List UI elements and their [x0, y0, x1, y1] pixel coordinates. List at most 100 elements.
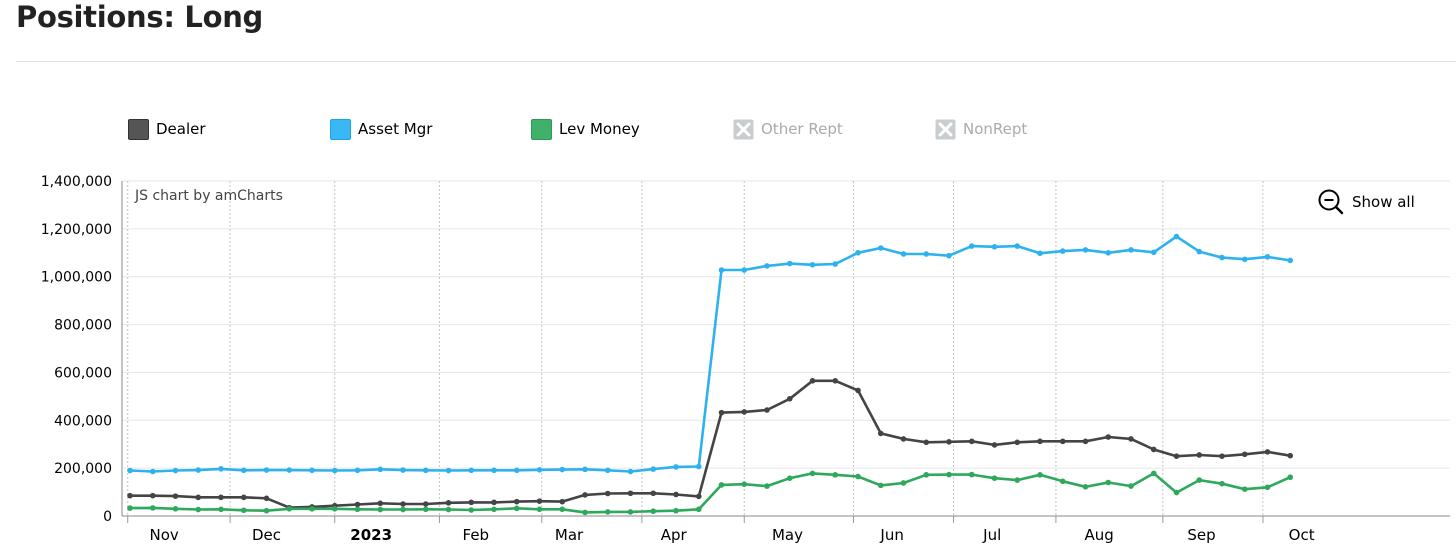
data-point-dealer [1264, 449, 1271, 455]
legend-item-asset-mgr[interactable]: Asset Mgr [330, 116, 432, 142]
data-point-asset-mgr [1173, 233, 1180, 240]
data-point-dealer [832, 378, 839, 384]
data-point-lev-money [195, 506, 202, 513]
data-point-asset-mgr [1059, 248, 1066, 254]
data-point-asset-mgr [400, 467, 406, 473]
data-point-dealer [354, 501, 361, 508]
data-point-dealer [855, 387, 861, 394]
data-point-asset-mgr [1105, 249, 1112, 256]
legend-swatch-dealer [128, 118, 149, 140]
y-tick-label: 200,000 [54, 461, 112, 477]
data-point-lev-money [855, 473, 861, 480]
data-point-lev-money [468, 507, 475, 513]
data-point-dealer [604, 490, 611, 497]
data-point-asset-mgr [149, 468, 156, 475]
data-point-asset-mgr [286, 467, 293, 473]
legend-label-dealer: Dealer [156, 120, 206, 138]
data-point-dealer [513, 498, 520, 505]
data-point-dealer [1196, 452, 1203, 458]
data-point-lev-money [1150, 470, 1157, 477]
data-point-dealer [559, 498, 566, 505]
data-point-dealer [673, 491, 679, 498]
data-point-lev-money [218, 506, 224, 513]
data-point-lev-money [1219, 480, 1225, 487]
legend-item-nonrept[interactable]: NonRept [935, 116, 1027, 142]
series-line-lev-money [129, 472, 1291, 514]
data-point-lev-money [536, 506, 543, 513]
data-point-asset-mgr [1150, 249, 1157, 256]
legend-swatch-lev-money [531, 118, 552, 140]
series-line-dealer [130, 379, 1291, 509]
data-point-asset-mgr [764, 263, 770, 269]
data-point-lev-money [673, 507, 679, 514]
data-point-dealer [263, 495, 270, 502]
data-point-asset-mgr [832, 261, 839, 267]
data-point-dealer [1105, 434, 1112, 440]
data-point-asset-mgr [468, 467, 475, 474]
legend-item-dealer[interactable]: Dealer [128, 116, 206, 142]
data-point-dealer [491, 499, 497, 506]
data-point-asset-mgr [377, 466, 384, 473]
data-point-lev-money [1241, 486, 1248, 493]
y-tick-label: 1,400,000 [41, 174, 112, 190]
y-tick-label: 400,000 [54, 413, 112, 429]
x-tick-label: Jun [879, 526, 903, 544]
data-point-lev-money [1128, 483, 1134, 489]
data-point-dealer [445, 500, 452, 506]
data-point-dealer [877, 430, 884, 437]
data-point-lev-money [968, 471, 975, 478]
data-point-lev-money [1173, 489, 1180, 496]
data-point-asset-mgr [1082, 247, 1089, 253]
data-point-dealer [946, 439, 952, 445]
data-point-asset-mgr [1128, 247, 1134, 253]
data-point-dealer [1173, 453, 1180, 459]
data-point-asset-mgr [946, 252, 952, 259]
data-point-lev-money [491, 506, 497, 513]
data-point-asset-mgr [309, 467, 315, 474]
data-point-lev-money [582, 509, 588, 516]
data-point-lev-money [445, 506, 452, 513]
data-point-dealer [923, 439, 930, 446]
data-point-dealer [195, 494, 202, 501]
data-point-asset-mgr [127, 467, 133, 474]
data-point-lev-money [1037, 472, 1043, 478]
data-point-asset-mgr [1014, 243, 1021, 249]
data-point-asset-mgr [240, 467, 247, 474]
data-point-asset-mgr [650, 466, 657, 472]
data-point-lev-money [900, 480, 907, 486]
data-point-lev-money [1196, 477, 1203, 483]
data-point-lev-money [263, 507, 270, 514]
data-point-lev-money [1082, 484, 1089, 490]
data-point-asset-mgr [172, 467, 179, 474]
data-point-dealer [127, 492, 133, 499]
data-point-asset-mgr [195, 467, 202, 473]
data-point-dealer [536, 498, 543, 504]
x-tick-label: Aug [1085, 526, 1114, 544]
data-point-dealer [1014, 439, 1021, 446]
data-point-lev-money [354, 506, 361, 513]
data-point-dealer [468, 499, 475, 506]
show-all-label: Show all [1352, 193, 1415, 211]
y-tick-label: 0 [103, 509, 112, 525]
data-point-asset-mgr [513, 467, 520, 474]
data-point-asset-mgr [673, 464, 679, 470]
legend-item-lev-money[interactable]: Lev Money [531, 116, 640, 142]
data-point-dealer [422, 501, 429, 507]
data-point-dealer [582, 492, 588, 498]
data-point-dealer [764, 407, 770, 413]
legend-item-other-rept[interactable]: Other Rept [733, 116, 843, 142]
show-all-button[interactable]: Show all [1318, 189, 1415, 215]
data-point-dealer [1082, 438, 1089, 445]
data-point-dealer [149, 492, 156, 499]
data-point-dealer [718, 409, 725, 416]
x-tick-label: Oct [1289, 526, 1315, 544]
data-point-lev-money [1287, 474, 1294, 481]
data-point-dealer [1219, 453, 1225, 459]
data-point-dealer [1241, 451, 1248, 458]
y-tick-label: 600,000 [54, 365, 112, 381]
data-point-dealer [1037, 438, 1043, 445]
data-point-lev-money [627, 509, 634, 515]
y-tick-label: 800,000 [54, 318, 112, 334]
data-point-asset-mgr [491, 467, 497, 474]
